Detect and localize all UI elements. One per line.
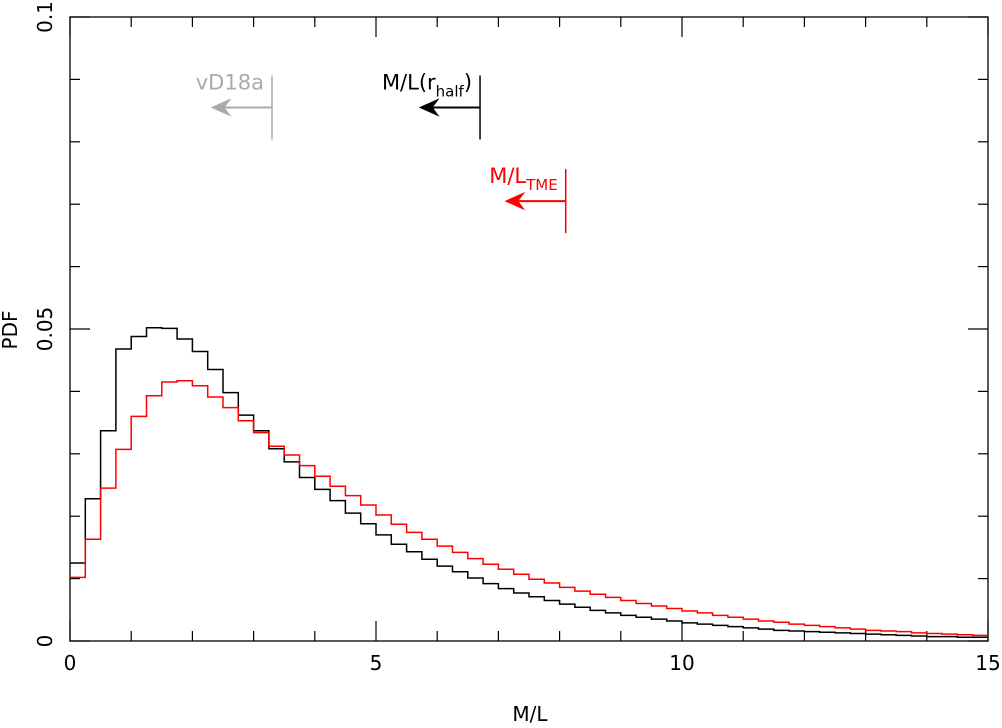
series-layer <box>70 327 988 639</box>
y-axis: 0 0.05 0.1 <box>33 1 988 647</box>
limit-arrowhead <box>504 191 526 211</box>
y-axis-label: PDF <box>0 311 22 350</box>
y-tick-label: 0.05 <box>33 307 57 352</box>
x-axis: 0 5 10 15 <box>64 17 1001 675</box>
x-tick-label: 15 <box>975 651 1000 675</box>
plot-border <box>69 16 989 642</box>
x-tick-label: 5 <box>370 651 383 675</box>
plot-frame <box>69 16 989 642</box>
annotation-vd18a: vD18a <box>196 70 273 140</box>
y-tick-label: 0 <box>33 635 57 648</box>
annotation-label: M/LTME <box>489 164 558 194</box>
annotation-label: M/L(rhalf) <box>382 70 472 100</box>
y-tick-label: 0.1 <box>33 1 57 33</box>
annotation-label: vD18a <box>196 70 264 94</box>
series-line-0 <box>70 327 988 639</box>
annotation-tme: M/LTME <box>489 164 567 234</box>
x-tick-label: 10 <box>669 651 694 675</box>
x-axis-label: M/L <box>512 702 548 726</box>
limit-arrowhead <box>210 98 232 117</box>
annotation-rhalf: M/L(rhalf) <box>382 70 481 140</box>
series-line-1 <box>70 380 988 637</box>
annotation-layer: vD18a M/L(rhalf) M/LTME <box>196 70 567 234</box>
x-tick-label: 0 <box>64 651 77 675</box>
limit-arrowhead <box>418 98 440 117</box>
